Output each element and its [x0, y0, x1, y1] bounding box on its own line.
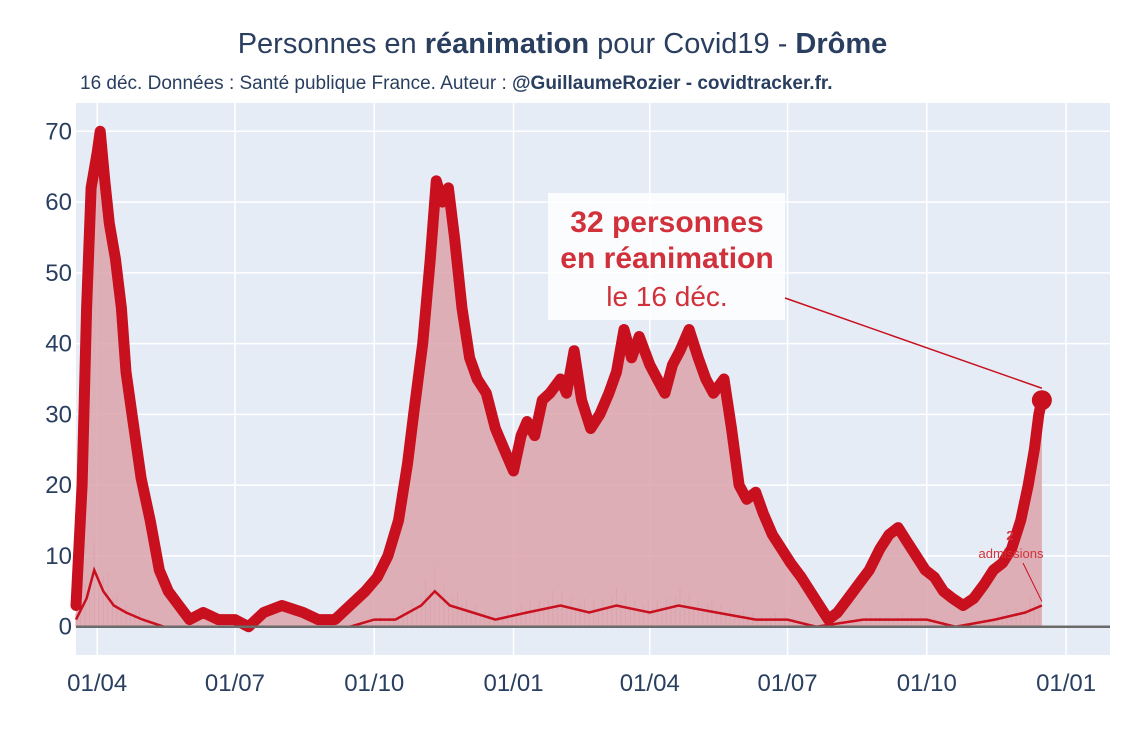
- y-tick-label: 20: [45, 472, 72, 499]
- annotation-date: le 16 déc.: [606, 281, 727, 312]
- x-tick-label: 01/07: [758, 670, 818, 697]
- chart-subtitle: 16 déc. Données : Santé publique France.…: [80, 73, 833, 95]
- admissions-value: 2: [1006, 528, 1013, 543]
- y-tick-label: 0: [59, 614, 72, 641]
- annotation-arrow: [784, 297, 1043, 389]
- x-tick-label: 01/04: [620, 670, 680, 697]
- admissions-label: admissions: [978, 546, 1044, 561]
- annotation-label: en réanimation: [560, 242, 773, 275]
- x-tick-label: 01/10: [897, 670, 957, 697]
- last-point-marker: [1031, 390, 1052, 411]
- admissions-arrow: [1022, 562, 1043, 602]
- annotation-box: [548, 193, 785, 320]
- y-tick-label: 10: [45, 543, 72, 570]
- reanimation-line: [70, 125, 1048, 633]
- y-axis: 0 10 20 30 40 50 60 70: [45, 118, 72, 640]
- title-bold-department: Drôme: [795, 28, 888, 60]
- y-tick-label: 40: [45, 331, 72, 358]
- x-tick-label: 01/01: [1036, 670, 1096, 697]
- x-tick-label: 01/01: [483, 670, 543, 697]
- x-tick-label: 01/10: [344, 670, 404, 697]
- chart-title: Personnes en réanimation pour Covid19 - …: [0, 28, 1125, 61]
- annotation-count: 32 personnes: [570, 206, 763, 239]
- x-tick-label: 01/04: [67, 670, 127, 697]
- subtitle-text: 16 déc. Données : Santé publique France.…: [80, 73, 513, 94]
- y-tick-label: 70: [45, 118, 72, 145]
- y-tick-label: 30: [45, 401, 72, 428]
- subtitle-author: @GuillaumeRozier - covidtracker.fr.: [512, 73, 833, 94]
- y-tick-label: 50: [45, 260, 72, 287]
- title-prefix: Personnes en: [237, 28, 425, 60]
- x-axis: 01/04 01/07 01/10 01/01 01/04 01/07 01/10 01/01: [67, 670, 1096, 697]
- title-middle: pour Covid19 -: [589, 28, 796, 60]
- y-tick-label: 60: [45, 189, 72, 216]
- reanimation-area: [76, 131, 1042, 627]
- admissions-line: [74, 566, 1043, 628]
- title-bold-reanimation: réanimation: [424, 28, 590, 60]
- x-tick-label: 01/07: [205, 670, 265, 697]
